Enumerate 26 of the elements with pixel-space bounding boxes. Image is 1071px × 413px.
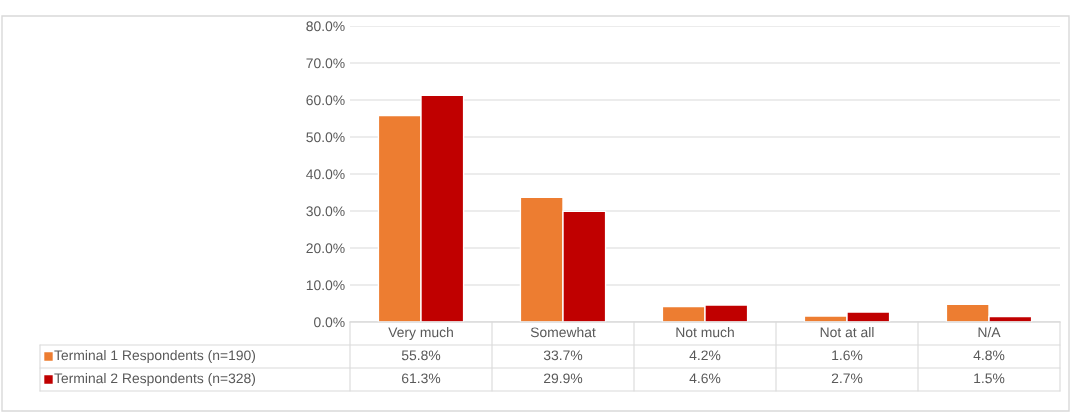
x-tick-label: Very much (388, 327, 453, 340)
data-label: 1.6% (832, 350, 863, 361)
data-label: 4.6% (689, 373, 721, 384)
y-tick-label: 30.0% (306, 206, 345, 217)
data-label: 55.8% (401, 350, 441, 361)
y-tick-label: 80.0% (306, 21, 345, 32)
data-label: 2.7% (831, 373, 863, 384)
y-tick-label: 60.0% (306, 95, 345, 106)
data-label: 4.2% (689, 350, 721, 361)
x-tick-label: Not at all (820, 327, 874, 338)
y-tick-label: 50.0% (306, 132, 345, 143)
legend-label: Terminal 2 Respondents (n=328) (54, 373, 256, 386)
data-label: 61.3% (402, 373, 441, 384)
y-tick-label: 40.0% (306, 169, 345, 180)
data-label: 29.9% (544, 373, 583, 384)
y-tick-label: 0.0% (314, 317, 345, 328)
data-label: 33.7% (543, 350, 583, 361)
data-label: 4.8% (973, 350, 1005, 361)
x-tick-label: Not much (676, 327, 734, 338)
y-tick-label: 10.0% (306, 280, 345, 291)
data-label: 1.5% (974, 373, 1005, 384)
y-tick-label: 20.0% (306, 243, 345, 254)
y-tick-label: 70.0% (306, 58, 345, 69)
legend-label: Terminal 1 Respondents (n=190) (54, 350, 256, 363)
x-tick-label: N/A (978, 327, 1001, 338)
x-tick-label: Somewhat (530, 327, 596, 338)
